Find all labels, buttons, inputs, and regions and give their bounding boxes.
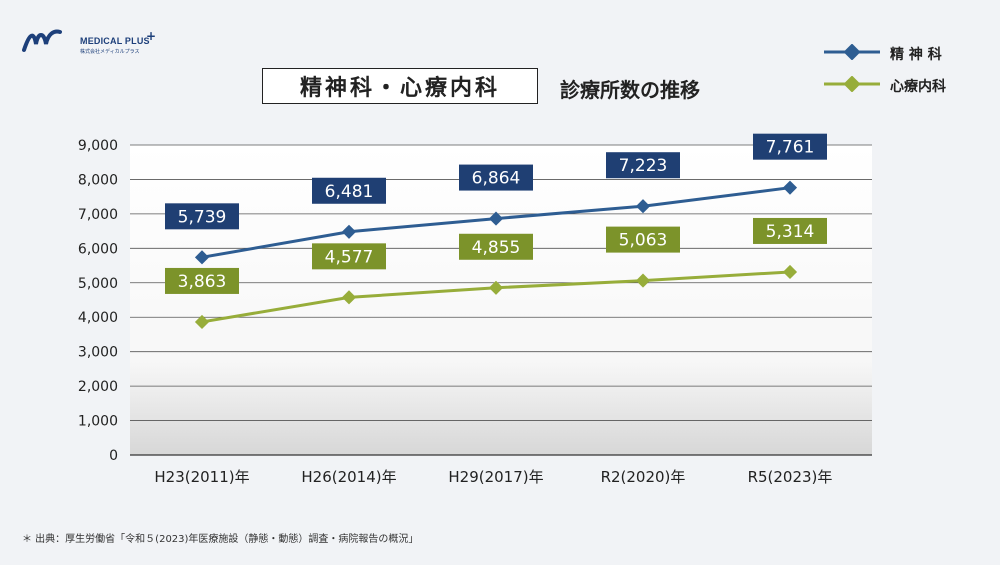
data-point [341, 290, 357, 305]
data-label-box [606, 226, 680, 253]
y-tick-label: 7,000 [78, 207, 118, 223]
data-point [488, 280, 504, 295]
data-label: 7,223 [619, 156, 668, 176]
data-label-box [312, 243, 386, 270]
x-tick-label: H26(2014)年 [301, 468, 396, 486]
data-label-box [165, 203, 239, 230]
plus-icon: + [146, 29, 157, 43]
data-point [488, 211, 504, 226]
data-label: 4,855 [472, 238, 521, 258]
data-label-box [312, 177, 386, 204]
y-tick-label: 0 [109, 448, 118, 464]
data-label-box [165, 267, 239, 294]
y-tick-label: 5,000 [78, 276, 118, 292]
x-tick-label: R2(2020)年 [601, 468, 686, 486]
data-point [194, 314, 210, 330]
data-label: 7,761 [766, 138, 815, 158]
data-label-box [753, 217, 827, 244]
data-point [194, 250, 210, 265]
y-tick-label: 3,000 [78, 345, 118, 361]
data-point [782, 264, 798, 280]
y-tick-label: 2,000 [78, 379, 118, 395]
data-label: 6,864 [472, 169, 521, 189]
data-point [341, 224, 357, 239]
source-note: ＊ 出典：厚生労働省「令和５(2023)年医療施設（静態・動態）調査・病院報告の… [22, 534, 419, 545]
brand-sub: 株式会社メディカルプラス [80, 49, 140, 55]
brand-logo: MEDICAL PLUS + 株式会社メディカルプラス [22, 20, 156, 60]
legend-series2-label: 心療内科 [890, 79, 946, 95]
y-tick-label: 4,000 [78, 310, 118, 326]
chart-title-sub: 診療所数の推移 [560, 78, 700, 102]
data-label: 3,863 [178, 272, 227, 292]
legend-series1-label: 精 神 科 [890, 47, 942, 63]
data-label-box [753, 133, 827, 160]
data-label: 5,314 [766, 222, 815, 242]
y-tick-label: 8,000 [78, 172, 118, 188]
data-label-box [606, 152, 680, 179]
y-tick-label: 1,000 [78, 414, 118, 430]
brand-name: MEDICAL PLUS [80, 36, 150, 46]
data-label: 6,481 [325, 182, 374, 202]
legend-series2-marker [824, 76, 880, 92]
y-tick-label: 9,000 [78, 138, 118, 154]
data-label: 4,577 [325, 247, 374, 267]
data-label-box [459, 164, 533, 191]
data-point [782, 180, 798, 195]
data-label: 5,739 [178, 207, 227, 227]
x-tick-label: R5(2023)年 [748, 468, 833, 486]
data-label: 5,063 [619, 231, 668, 251]
chart-title-main: 精神科・心療内科 [262, 68, 538, 104]
plot-area [130, 145, 872, 455]
x-tick-label: H29(2017)年 [448, 468, 543, 486]
legend-series1-marker [824, 44, 880, 60]
x-tick-label: H23(2011)年 [154, 468, 249, 486]
data-point [635, 199, 651, 214]
data-point [635, 273, 651, 288]
y-tick-label: 6,000 [78, 241, 118, 257]
logo-mark-icon [22, 29, 62, 52]
data-label-box [459, 233, 533, 260]
chart-legend: 精 神 科 心療内科 [822, 40, 992, 100]
